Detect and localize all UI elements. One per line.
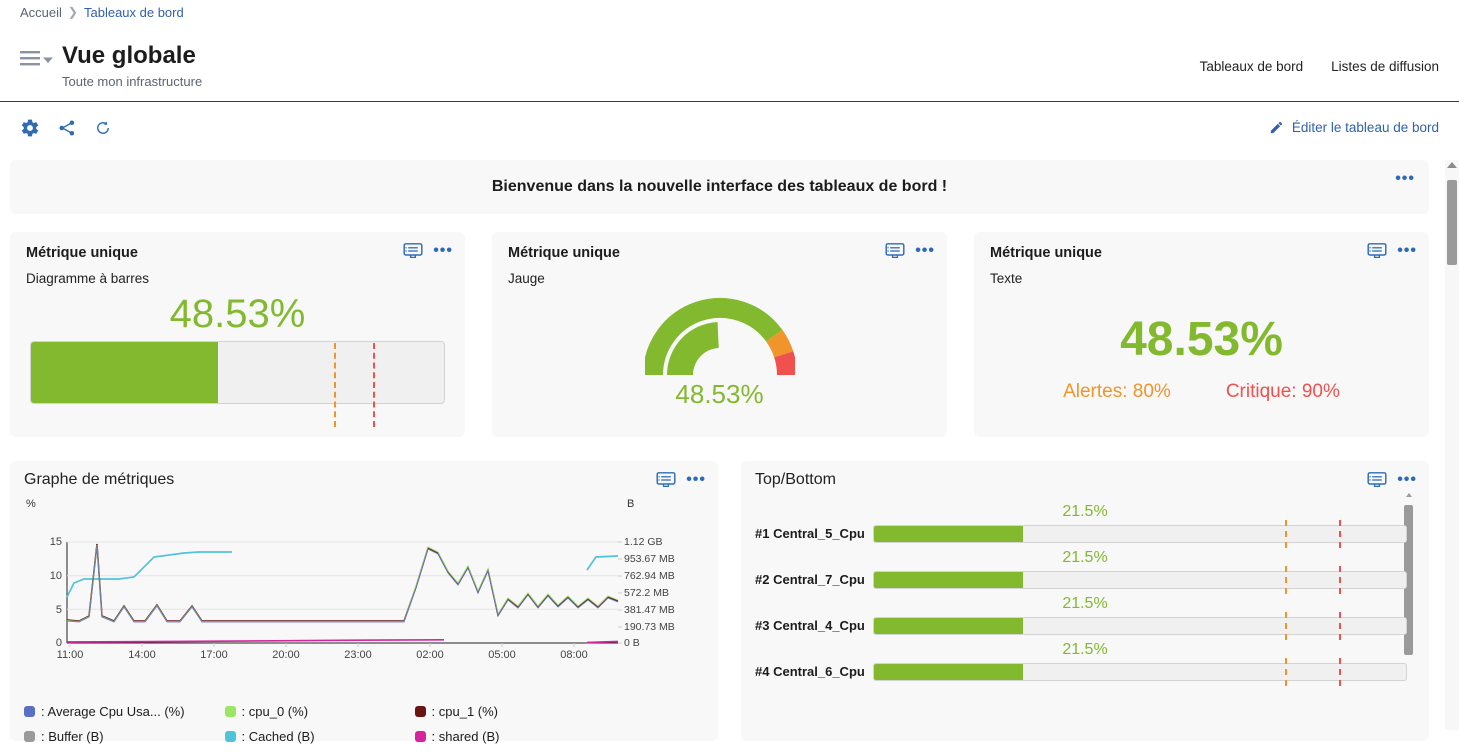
svg-text:0 B: 0 B	[624, 637, 640, 649]
svg-text:08:00: 08:00	[560, 649, 588, 661]
svg-text:572.2 MB: 572.2 MB	[624, 587, 669, 599]
svg-text:190.73 MB: 190.73 MB	[624, 621, 675, 633]
svg-text:02:00: 02:00	[416, 649, 444, 661]
svg-text:0: 0	[56, 637, 62, 649]
svg-text:17:00: 17:00	[200, 649, 228, 661]
svg-text:1.12 GB: 1.12 GB	[624, 536, 663, 548]
svg-text:381.47 MB: 381.47 MB	[624, 604, 675, 616]
svg-text:B: B	[627, 498, 634, 510]
svg-text:953.67 MB: 953.67 MB	[624, 553, 675, 565]
svg-text:15: 15	[50, 536, 62, 548]
svg-text:5: 5	[56, 604, 62, 616]
svg-text:23:00: 23:00	[344, 649, 372, 661]
svg-text:10: 10	[50, 570, 62, 582]
svg-text:14:00: 14:00	[128, 649, 156, 661]
svg-text:11:00: 11:00	[57, 649, 84, 661]
svg-text:762.94 MB: 762.94 MB	[624, 570, 675, 582]
svg-text:20:00: 20:00	[272, 649, 300, 661]
svg-text:%: %	[26, 498, 36, 510]
svg-text:05:00: 05:00	[488, 649, 516, 661]
